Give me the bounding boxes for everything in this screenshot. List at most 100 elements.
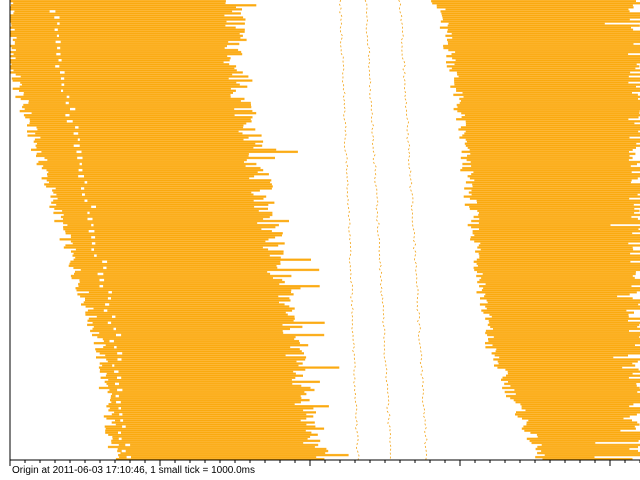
bar-left-band-209 bbox=[104, 425, 316, 428]
bar-left-band-197 bbox=[111, 400, 301, 404]
bar-right-band-100 bbox=[464, 203, 634, 206]
bar-right-band-180 bbox=[497, 366, 623, 369]
bar-right-band-88 bbox=[474, 179, 632, 182]
bar-right-band-116 bbox=[470, 236, 640, 239]
gap-mark-68 bbox=[77, 138, 80, 141]
bar-left-band-190 bbox=[98, 386, 311, 390]
bar-left-band-95 bbox=[56, 193, 254, 196]
bar-left-band-99 bbox=[51, 201, 275, 204]
bar-left-band-57 bbox=[25, 116, 253, 119]
bar-right-band-51 bbox=[456, 103, 640, 107]
bar-right-band-203 bbox=[515, 413, 637, 416]
bar-right-band-223 bbox=[544, 453, 640, 457]
gap-mark-80 bbox=[79, 162, 82, 166]
bar-right-band-119 bbox=[480, 242, 629, 245]
bar-right-band-126 bbox=[479, 256, 640, 259]
bar-left-band-103 bbox=[62, 209, 259, 213]
gap-mark-86 bbox=[78, 175, 84, 178]
bar-left-band-224 bbox=[119, 455, 317, 459]
bar-right-band-108 bbox=[471, 219, 640, 223]
bar-left-band-3 bbox=[10, 6, 236, 9]
bar-left-band-219 bbox=[107, 445, 315, 449]
bar-right-band-214 bbox=[537, 435, 640, 439]
bar-right-band-50 bbox=[459, 101, 640, 105]
bar-right-band-157 bbox=[488, 319, 628, 322]
bar-right-band-117 bbox=[470, 238, 640, 241]
bar-left-band-18 bbox=[16, 36, 241, 40]
bar-right-band-7 bbox=[441, 14, 640, 17]
bar-right-band-87 bbox=[469, 177, 638, 180]
bar-left-band-100 bbox=[56, 203, 269, 206]
bar-right-band-26 bbox=[451, 52, 629, 56]
gap-mark-167 bbox=[109, 339, 114, 343]
bar-left-band-86 bbox=[47, 175, 255, 178]
bar-right-band-196 bbox=[513, 398, 640, 402]
bar-right-band-113 bbox=[472, 230, 640, 233]
bar-right-band-74 bbox=[461, 150, 629, 154]
bar-left-band-175 bbox=[96, 356, 307, 359]
bar-right-band-125 bbox=[479, 254, 640, 257]
bar-left-band-146 bbox=[85, 297, 290, 300]
bar-left-band-160 bbox=[93, 325, 303, 329]
bar-left-band-10 bbox=[10, 20, 227, 23]
bar-left-band-114 bbox=[65, 232, 283, 235]
bar-left-band-29 bbox=[10, 59, 230, 62]
bar-right-band-90 bbox=[472, 183, 640, 186]
gap-mark-224 bbox=[126, 455, 131, 459]
bar-left-band-67 bbox=[40, 136, 249, 139]
bar-right-band-58 bbox=[456, 118, 629, 121]
bar-right-band-160 bbox=[490, 325, 638, 329]
bar-right-band-197 bbox=[515, 400, 640, 404]
bar-right-band-132 bbox=[474, 268, 640, 272]
bar-left-band-138 bbox=[79, 280, 285, 284]
bar-right-band-139 bbox=[485, 282, 640, 286]
bar-right-band-212 bbox=[530, 431, 640, 434]
bar-left-band-181 bbox=[100, 368, 306, 371]
gap-mark-128 bbox=[102, 260, 108, 263]
bar-left-band-71 bbox=[35, 144, 263, 147]
bar-left-band-8 bbox=[10, 16, 244, 19]
bar-left-band-41 bbox=[21, 83, 240, 86]
bar-left-band-63 bbox=[37, 128, 256, 131]
bar-left-band-90 bbox=[44, 183, 272, 186]
bar-right-band-106 bbox=[473, 215, 632, 219]
bar-right-band-193 bbox=[515, 392, 640, 396]
bar-right-band-164 bbox=[487, 333, 640, 337]
bar-right-band-4 bbox=[445, 8, 629, 11]
gap-mark-158 bbox=[107, 321, 112, 325]
bar-right-band-155 bbox=[491, 315, 629, 318]
bar-right-band-69 bbox=[466, 140, 640, 143]
bar-left-band-105 bbox=[63, 213, 273, 217]
bar-right-band-205 bbox=[522, 417, 624, 420]
bar-left-band-147 bbox=[85, 299, 291, 302]
bar-right-band-63 bbox=[458, 128, 640, 131]
bar-right-band-181 bbox=[505, 368, 639, 371]
bar-right-band-128 bbox=[473, 260, 631, 263]
bar-left-band-199 bbox=[106, 405, 329, 408]
bar-left-band-121 bbox=[63, 246, 263, 249]
gap-mark-77 bbox=[77, 156, 83, 160]
gap-mark-83 bbox=[78, 168, 83, 172]
bar-left-band-210 bbox=[105, 427, 325, 430]
bar-right-band-168 bbox=[485, 341, 640, 345]
bar-right-band-159 bbox=[487, 323, 640, 327]
bar-left-band-66 bbox=[27, 134, 262, 137]
bar-right-band-124 bbox=[478, 252, 631, 255]
bar-right-band-46 bbox=[453, 93, 638, 97]
bar-left-band-74 bbox=[41, 150, 298, 154]
gap-mark-179 bbox=[112, 364, 115, 367]
bar-left-band-212 bbox=[105, 431, 312, 434]
bar-left-band-91 bbox=[46, 185, 273, 188]
bar-right-band-38 bbox=[454, 77, 640, 80]
gap-mark-164 bbox=[116, 333, 122, 337]
bar-right-band-11 bbox=[448, 22, 605, 25]
bar-left-band-69 bbox=[33, 140, 264, 143]
trace-line-2 bbox=[364, 0, 392, 461]
bar-left-band-104 bbox=[53, 211, 273, 215]
bar-right-band-173 bbox=[491, 352, 640, 355]
bar-right-band-76 bbox=[467, 154, 630, 158]
bar-left-band-77 bbox=[44, 156, 275, 160]
gap-mark-113 bbox=[88, 230, 95, 233]
bar-left-band-25 bbox=[10, 50, 242, 54]
bar-right-band-210 bbox=[521, 427, 636, 430]
